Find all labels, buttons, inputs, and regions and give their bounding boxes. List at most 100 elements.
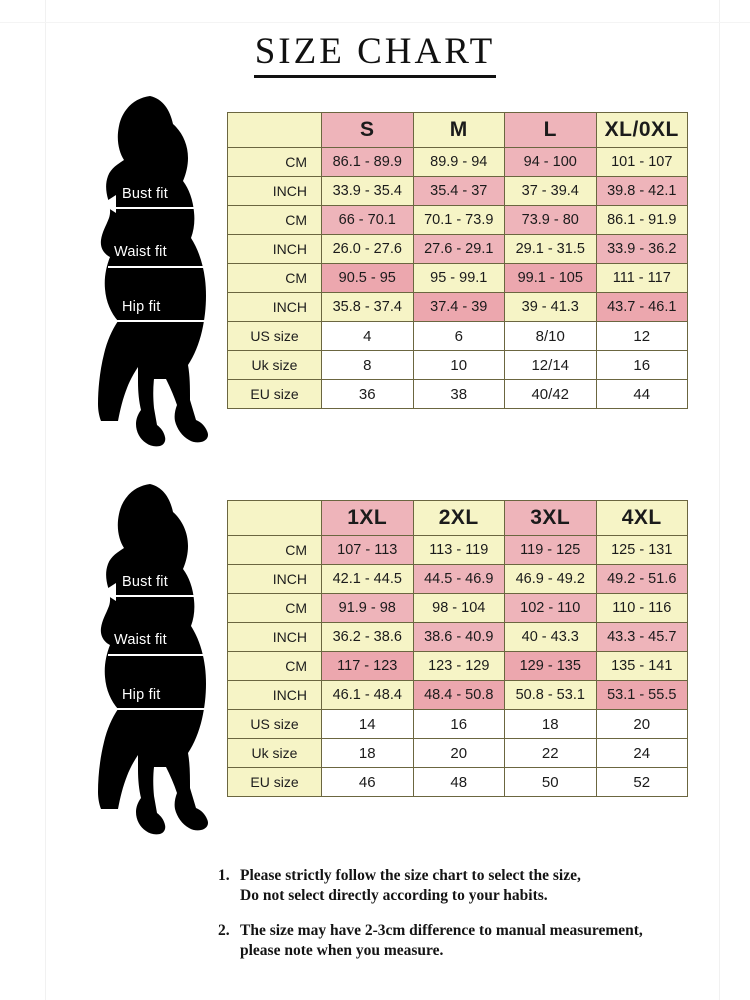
table-cell: 36 <box>321 379 414 409</box>
hip-fit-label: Hip fit <box>122 299 161 315</box>
table-cell: 18 <box>504 709 597 739</box>
table-cell: 24 <box>595 738 688 768</box>
row-label: CM <box>227 651 322 681</box>
row-label: Uk size <box>227 738 322 768</box>
bust-fit-label: Bust fit <box>122 574 168 590</box>
waist-fit-rule <box>108 266 242 268</box>
table-row: CM 117 - 123 123 - 129 129 - 135 135 - 141 <box>227 651 688 681</box>
table-cell: 12/14 <box>504 350 597 380</box>
table-cell: 119 - 125 <box>504 535 597 565</box>
table-cell: 90.5 - 95 <box>321 263 414 293</box>
table-cell: 48 <box>412 767 505 797</box>
table-row: CM 86.1 - 89.9 89.9 - 94 94 - 100 101 - 107 <box>227 147 688 177</box>
table-cell: 37.4 - 39 <box>412 292 505 322</box>
table-cell: 39.8 - 42.1 <box>595 176 688 206</box>
table-cell: 38 <box>412 379 505 409</box>
table-cell: 40/42 <box>504 379 597 409</box>
table-cell: 22 <box>504 738 597 768</box>
waist-fit-label: Waist fit <box>114 632 167 648</box>
table-cell: 20 <box>595 709 688 739</box>
table-row: INCH 26.0 - 27.6 27.6 - 29.1 29.1 - 31.5 33.… <box>227 234 688 264</box>
table-cell: 29.1 - 31.5 <box>504 234 597 264</box>
table-row: INCH 35.8 - 37.4 37.4 - 39 39 - 41.3 43.7 - … <box>227 292 688 322</box>
table-row: EU size 46 48 50 52 <box>227 767 688 797</box>
note-line-2: please note when you measure. <box>240 942 444 960</box>
table-cell: 38.6 - 40.9 <box>412 622 505 652</box>
table-cell: 37 - 39.4 <box>504 176 597 206</box>
size-table-plus-body: 1XL 2XL 3XL 4XL CM 107 - 113 113 - 119 119 - 12… <box>227 500 688 797</box>
row-label: US size <box>227 709 322 739</box>
bust-fit-rule <box>114 595 242 597</box>
table-row: Uk size 8 10 12/14 16 <box>227 350 688 380</box>
table-cell: 101 - 107 <box>595 147 688 177</box>
table-cell: 99.1 - 105 <box>504 263 597 293</box>
table-cell: 6 <box>412 321 505 351</box>
table-cell: 8 <box>321 350 414 380</box>
table-cell: 27.6 - 29.1 <box>412 234 505 264</box>
note-body: Please strictly follow the size chart to… <box>240 866 738 907</box>
table-cell: 70.1 - 73.9 <box>412 205 505 235</box>
table-header-cell: XL/0XL <box>595 112 688 148</box>
size-table-plus: 1XL 2XL 3XL 4XL CM 107 - 113 113 - 119 119 - 12… <box>227 500 688 797</box>
note-body: The size may have 2-3cm difference to ma… <box>240 921 738 962</box>
page-border-right <box>719 0 720 1000</box>
table-cell: 102 - 110 <box>504 593 597 623</box>
table-cell: 43.3 - 45.7 <box>595 622 688 652</box>
row-label: EU size <box>227 379 322 409</box>
table-cell: 53.1 - 55.5 <box>595 680 688 710</box>
table-cell: 44.5 - 46.9 <box>412 564 505 594</box>
note-line-1: The size may have 2-3cm difference to ma… <box>240 921 643 939</box>
table-row: INCH 42.1 - 44.5 44.5 - 46.9 46.9 - 49.2 49.… <box>227 564 688 594</box>
table-cell: 86.1 - 89.9 <box>321 147 414 177</box>
table-cell: 48.4 - 50.8 <box>412 680 505 710</box>
note-item: 1. Please strictly follow the size chart… <box>218 866 738 907</box>
table-row: CM 91.9 - 98 98 - 104 102 - 110 110 - 116 <box>227 593 688 623</box>
table-header-cell: L <box>504 112 597 148</box>
hip-fit-label: Hip fit <box>122 687 161 703</box>
row-label: US size <box>227 321 322 351</box>
table-row: INCH 36.2 - 38.6 38.6 - 40.9 40 - 43.3 43.3 … <box>227 622 688 652</box>
table-cell: 50 <box>504 767 597 797</box>
table-cell: 94 - 100 <box>504 147 597 177</box>
table-cell: 110 - 116 <box>595 593 688 623</box>
female-silhouette-figure-bottom: Bust fit Waist fit Hip fit <box>78 480 307 845</box>
table-cell: 46 <box>321 767 414 797</box>
table-cell: 125 - 131 <box>595 535 688 565</box>
table-cell: 16 <box>595 350 688 380</box>
bust-fit-rule <box>114 207 242 209</box>
row-label: CM <box>227 205 322 235</box>
row-label: CM <box>227 593 322 623</box>
silhouette-icon <box>98 96 208 447</box>
row-label: INCH <box>227 564 322 594</box>
note-number: 1. <box>218 867 230 884</box>
hip-fit-rule <box>110 320 240 322</box>
page-title-block: SIZE CHART <box>0 30 750 82</box>
table-cell: 86.1 - 91.9 <box>595 205 688 235</box>
size-table-standard: S M L XL/0XL CM 86.1 - 89.9 89.9 - 94 94 - 100 1… <box>227 112 688 409</box>
note-item: 2. The size may have 2-3cm difference to… <box>218 921 738 962</box>
waist-fit-rule <box>108 654 242 656</box>
table-cell: 52 <box>595 767 688 797</box>
table-header-corner <box>227 500 322 536</box>
table-cell: 98 - 104 <box>412 593 505 623</box>
table-cell: 95 - 99.1 <box>412 263 505 293</box>
table-row: CM 66 - 70.1 70.1 - 73.9 73.9 - 80 86.1 - 91… <box>227 205 688 235</box>
table-cell: 20 <box>412 738 505 768</box>
table-row: US size 14 16 18 20 <box>227 709 688 739</box>
table-header-cell: 4XL <box>595 500 688 536</box>
waist-fit-label: Waist fit <box>114 244 167 260</box>
table-cell: 44 <box>595 379 688 409</box>
table-cell: 46.1 - 48.4 <box>321 680 414 710</box>
row-label: CM <box>227 263 322 293</box>
silhouette-icon <box>98 484 208 835</box>
table-cell: 135 - 141 <box>595 651 688 681</box>
table-cell: 18 <box>321 738 414 768</box>
table-header-cell: 2XL <box>412 500 505 536</box>
table-row: INCH 46.1 - 48.4 48.4 - 50.8 50.8 - 53.1 53.… <box>227 680 688 710</box>
table-header-cell: M <box>412 112 505 148</box>
row-label: EU size <box>227 767 322 797</box>
bust-fit-arrow-icon <box>102 583 116 601</box>
table-row: EU size 36 38 40/42 44 <box>227 379 688 409</box>
page-border-top <box>0 22 750 23</box>
table-row: CM 107 - 113 113 - 119 119 - 125 125 - 131 <box>227 535 688 565</box>
